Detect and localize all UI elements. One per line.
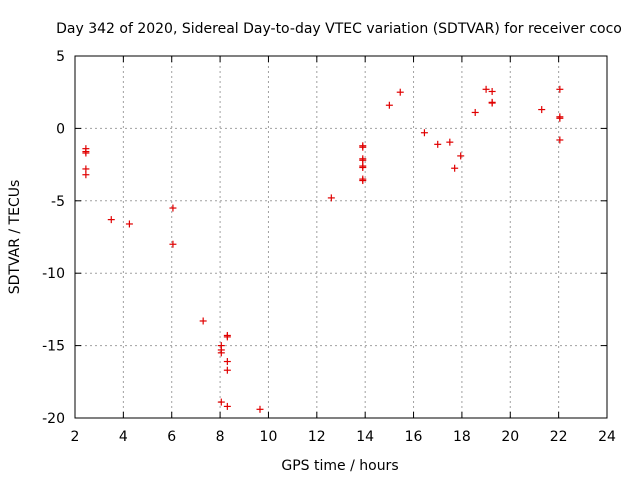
data-point [217, 398, 225, 406]
data-point [488, 99, 496, 107]
data-point [327, 194, 335, 202]
data-point [223, 331, 231, 339]
data-point [556, 85, 564, 93]
data-point [471, 108, 479, 116]
x-tick-label: 6 [167, 429, 176, 445]
x-tick-label: 4 [119, 429, 128, 445]
data-point [223, 358, 231, 366]
y-tick-label: -5 [51, 194, 65, 210]
y-tick-label: -15 [42, 339, 65, 355]
x-tick-label: 22 [550, 429, 568, 445]
x-tick-label: 16 [405, 429, 423, 445]
data-point [482, 85, 490, 93]
data-points [82, 85, 564, 413]
y-tick-label: 5 [56, 49, 65, 65]
y-tick-label: 0 [56, 121, 65, 137]
data-point [488, 87, 496, 95]
data-point [385, 101, 393, 109]
y-tick-label: -20 [42, 411, 65, 427]
data-point [420, 129, 428, 137]
x-tick-label: 12 [308, 429, 326, 445]
data-point [451, 164, 459, 172]
plot-frame [74, 55, 608, 419]
x-tick-label: 24 [598, 429, 616, 445]
data-point [457, 152, 465, 160]
data-point [359, 163, 367, 171]
data-point [223, 402, 231, 410]
data-point [396, 88, 404, 96]
grid-layer [75, 56, 607, 418]
data-point [538, 106, 546, 114]
chart-title: Day 342 of 2020, Sidereal Day-to-day VTE… [56, 21, 622, 37]
data-point [556, 136, 564, 144]
y-axis-label: SDTVAR / TECUs [7, 180, 23, 295]
x-tick-label: 10 [260, 429, 278, 445]
data-point [82, 149, 90, 157]
data-point [169, 204, 177, 212]
data-point [217, 349, 225, 357]
data-point [169, 240, 177, 248]
data-point [359, 143, 367, 151]
data-point [556, 114, 564, 122]
x-tick-label: 18 [453, 429, 471, 445]
data-point [446, 138, 454, 146]
data-point [107, 216, 115, 224]
x-tick-label: 20 [501, 429, 519, 445]
data-point [359, 177, 367, 185]
data-point [223, 366, 231, 374]
y-tick-label: -10 [42, 266, 65, 282]
data-point [256, 405, 264, 413]
x-tick-label: 8 [216, 429, 225, 445]
data-point [434, 140, 442, 148]
x-tick-label: 2 [71, 429, 80, 445]
x-axis-label: GPS time / hours [281, 458, 398, 474]
data-point [199, 317, 207, 325]
data-point [125, 220, 133, 228]
data-point [82, 171, 90, 179]
x-tick-label: 14 [356, 429, 374, 445]
